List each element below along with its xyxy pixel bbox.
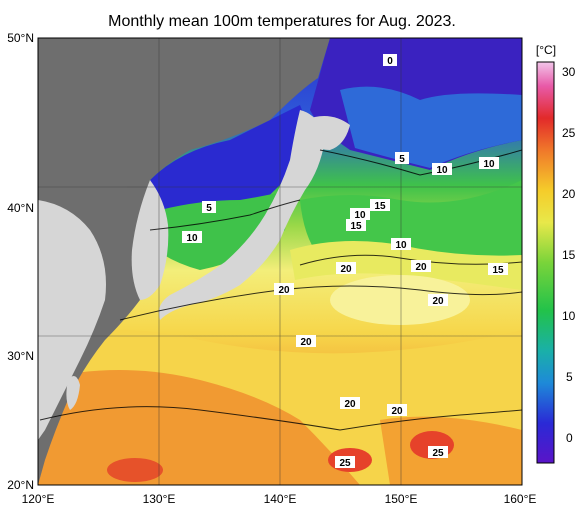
svg-text:20: 20 bbox=[344, 399, 356, 410]
longitude-axis: 120°E 130°E 140°E 150°E 160°E bbox=[22, 492, 537, 506]
contour-label: 15 bbox=[488, 263, 508, 276]
svg-text:10: 10 bbox=[483, 159, 495, 170]
lat-tick-label: 40°N bbox=[7, 201, 34, 215]
map-title: Monthly mean 100m temperatures for Aug. … bbox=[108, 13, 456, 30]
contour-label: 5 bbox=[395, 152, 409, 165]
colorbar-tick-label: 5 bbox=[566, 370, 573, 384]
contour-label: 10 bbox=[182, 231, 202, 244]
contour-label: 20 bbox=[336, 262, 356, 275]
colorbar-unit: [°C] bbox=[536, 43, 556, 57]
colorbar-tick-label: 30 bbox=[562, 65, 576, 79]
contour-label: 10 bbox=[350, 208, 370, 221]
contour-label: 25 bbox=[335, 456, 355, 469]
svg-text:15: 15 bbox=[374, 201, 386, 212]
contour-label: 20 bbox=[428, 294, 448, 307]
contour-label: 10 bbox=[432, 163, 452, 176]
colorbar-tick-label: 15 bbox=[562, 248, 576, 262]
colorbar-tick-label: 10 bbox=[562, 309, 576, 323]
svg-text:20: 20 bbox=[432, 296, 444, 307]
contour-label: 25 bbox=[428, 446, 448, 459]
contour-label: 15 bbox=[346, 219, 366, 232]
contour-label: 5 bbox=[202, 201, 216, 214]
lat-tick-label: 20°N bbox=[7, 478, 34, 492]
contour-label: 10 bbox=[391, 238, 411, 251]
svg-text:10: 10 bbox=[186, 233, 198, 244]
lon-tick-label: 160°E bbox=[504, 492, 537, 506]
svg-text:10: 10 bbox=[436, 165, 448, 176]
contour-labels: 0 5 10 10 5 10 15 10 15 10 20 20 15 20 2… bbox=[182, 54, 508, 469]
colorbar-tick-label: 20 bbox=[562, 187, 576, 201]
colorbar-gradient bbox=[536, 61, 555, 464]
svg-text:20: 20 bbox=[278, 285, 290, 296]
lat-tick-label: 50°N bbox=[7, 31, 34, 45]
lon-tick-label: 120°E bbox=[22, 492, 55, 506]
map-frame bbox=[37, 37, 523, 486]
contour-label: 20 bbox=[340, 397, 360, 410]
svg-text:15: 15 bbox=[350, 221, 362, 232]
colorbar-tick-label: 25 bbox=[562, 126, 576, 140]
contour-label: 10 bbox=[479, 157, 499, 170]
lat-tick-label: 30°N bbox=[7, 349, 34, 363]
contour-label: 20 bbox=[296, 335, 316, 348]
svg-text:5: 5 bbox=[206, 203, 212, 214]
lon-tick-label: 150°E bbox=[385, 492, 418, 506]
lon-tick-label: 130°E bbox=[143, 492, 176, 506]
contour-label: 0 bbox=[383, 54, 397, 67]
svg-text:25: 25 bbox=[339, 458, 351, 469]
contour-label: 20 bbox=[411, 260, 431, 273]
svg-text:10: 10 bbox=[395, 240, 407, 251]
contour-label: 15 bbox=[370, 199, 390, 212]
lon-tick-label: 140°E bbox=[264, 492, 297, 506]
svg-text:15: 15 bbox=[492, 265, 504, 276]
svg-text:0: 0 bbox=[387, 56, 393, 67]
colorbar: [°C] 30 25 20 15 10 5 0 bbox=[536, 43, 576, 464]
contour-label: 20 bbox=[387, 404, 407, 417]
svg-text:20: 20 bbox=[391, 406, 403, 417]
svg-text:20: 20 bbox=[300, 337, 312, 348]
svg-text:20: 20 bbox=[415, 262, 427, 273]
contour-label: 20 bbox=[274, 283, 294, 296]
colorbar-tick-label: 0 bbox=[566, 431, 573, 445]
svg-text:25: 25 bbox=[432, 448, 444, 459]
map-area bbox=[38, 38, 522, 485]
svg-text:5: 5 bbox=[399, 154, 405, 165]
latitude-axis: 50°N 40°N 30°N 20°N bbox=[7, 31, 34, 492]
svg-text:20: 20 bbox=[340, 264, 352, 275]
svg-text:10: 10 bbox=[354, 210, 366, 221]
